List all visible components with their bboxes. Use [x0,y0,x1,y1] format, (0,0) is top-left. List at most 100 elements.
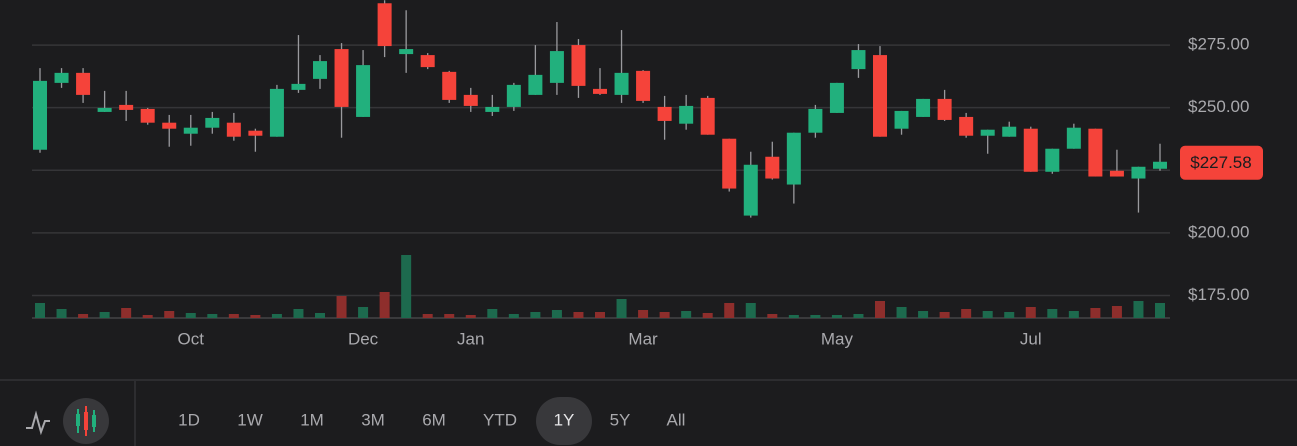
candle-body [765,156,780,179]
volume-bar [681,311,692,318]
volume-bar [35,303,45,318]
range-button[interactable]: 1D [178,410,200,429]
volume-bar [1068,311,1079,318]
range-label: All [667,410,686,429]
volume-bar [638,310,649,318]
range-button[interactable]: 5Y [610,410,631,429]
volume-bar [595,312,605,318]
range-label: 1D [178,410,200,429]
line-chart-icon[interactable] [26,410,50,436]
volume-bar [508,314,519,318]
volume-bar [228,314,239,318]
candle-icon-body [76,414,80,426]
range-button[interactable]: 1Y [536,397,592,445]
candle-body [916,98,931,117]
candle-body [528,74,543,95]
volume-bar [99,312,110,318]
volume-bar [961,309,972,318]
range-label: 1W [237,410,263,429]
candle-body [808,108,823,133]
candle-body [593,88,607,94]
volume-bar [1004,312,1015,318]
candle-body [1066,127,1081,149]
y-tick-label: $275.00 [1188,35,1249,54]
candle-body [743,164,758,216]
candle-body [1002,126,1017,137]
volume-bar [831,315,842,318]
candle-body [873,55,887,137]
volume-bar [379,292,390,318]
volume-bar [939,312,950,318]
range-label: 1Y [554,410,575,429]
candle-body [1023,128,1038,172]
range-button[interactable]: 1W [237,410,263,429]
candle-body [679,105,694,124]
line-icon-path [26,410,50,436]
candle-body [485,106,500,112]
candle-chart-icon[interactable] [63,398,109,444]
volume-bar [78,314,89,318]
candle-body [1088,128,1103,177]
candle-body [442,71,457,100]
candle-body [205,117,220,128]
volume-bar [573,312,584,318]
volume-bar [271,314,282,318]
candle-body [162,122,177,129]
candle-body [119,104,134,110]
candle-body [420,55,435,68]
volume-bar [250,315,261,318]
volume-bar [444,314,455,318]
candle-body [334,49,349,107]
candle-body [54,72,69,83]
x-tick-label: May [821,329,854,348]
candle-body [183,127,198,134]
candle-body [313,61,327,79]
candle-body [894,110,909,129]
candle-body [33,80,47,150]
candle-body [1131,166,1146,179]
volume-bar [530,312,541,318]
range-label: 3M [361,410,385,429]
candle-body [571,45,586,86]
volume-bar [1025,307,1036,318]
y-tick-label: $175.00 [1188,285,1249,304]
volume-bar [875,301,885,318]
volume-bar [1155,303,1165,318]
range-button[interactable]: 6M [422,410,446,429]
volume-bar [745,303,756,318]
candle-body [786,132,801,185]
candle-icon-body [84,412,88,430]
volume-bar [164,311,175,318]
y-tick-label: $250.00 [1188,97,1249,116]
volume-bar [293,309,304,318]
candle-body [657,106,672,121]
candle-body [377,3,392,47]
candle-body [1109,170,1124,177]
volume-bar [207,314,218,318]
volume-bar [56,309,67,318]
x-tick-label: Jul [1020,329,1042,348]
candle-body [700,97,715,135]
volume-bar [487,309,498,318]
candle-body [549,51,564,83]
range-button[interactable]: 3M [361,410,385,429]
candle-body [248,130,263,136]
x-tick-label: Dec [348,329,379,348]
candle-body [506,84,521,107]
candle-body [829,82,844,113]
range-button[interactable]: 1M [300,410,324,429]
volume-bar [422,314,433,318]
candle-body [1045,148,1060,172]
volume-bar [142,315,153,318]
candle-body [97,107,112,112]
candle-icon-body [92,415,96,427]
candle-body [1153,161,1167,169]
last-price-label: $227.58 [1190,153,1251,172]
candle-body [356,65,371,117]
volume-bar [185,313,196,318]
range-button[interactable]: All [667,410,686,429]
range-button[interactable]: YTD [483,410,517,429]
